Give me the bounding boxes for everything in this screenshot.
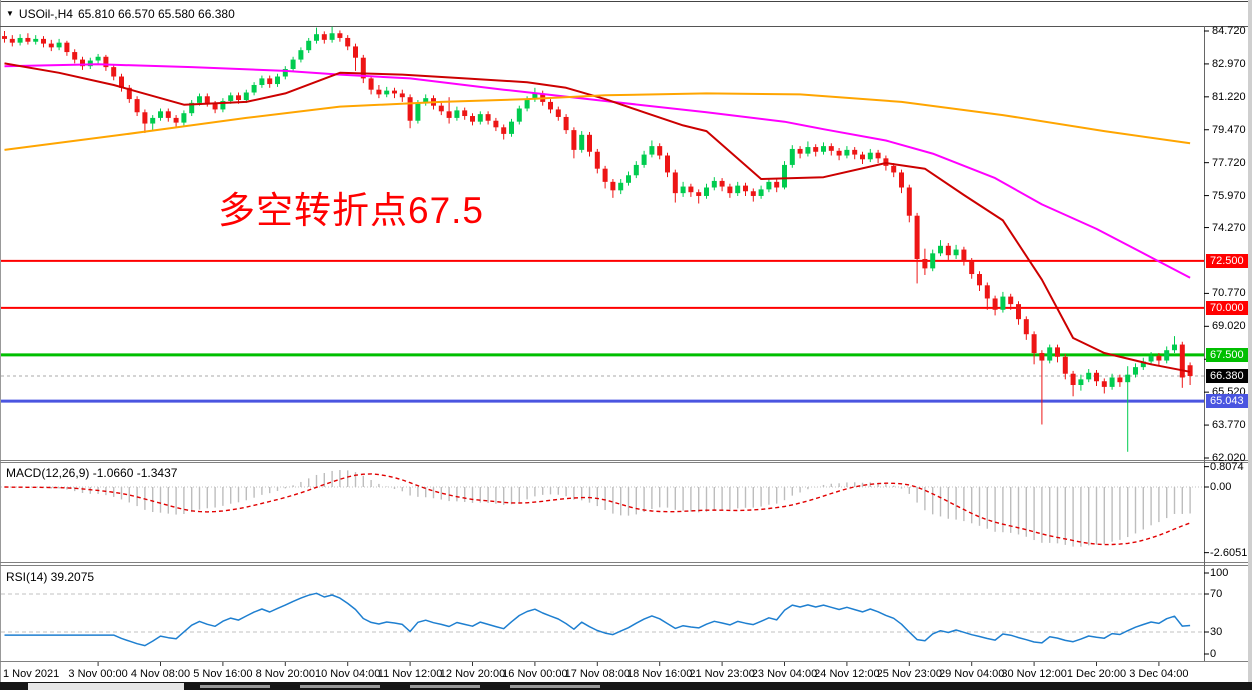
level-badge-72.500: 72.500 bbox=[1206, 253, 1252, 268]
level-badge-67.500: 67.500 bbox=[1206, 347, 1252, 362]
chart-tabs-bar[interactable] bbox=[0, 682, 1252, 690]
chart-tab[interactable] bbox=[300, 685, 380, 688]
chart-header: ▼ USOil-,H4 65.810 66.570 65.580 66.380 bbox=[6, 7, 235, 21]
macd-histogram bbox=[11, 470, 1191, 547]
window-right-edge bbox=[1248, 0, 1252, 690]
price-tick-label: 81.220 bbox=[1212, 90, 1246, 103]
time-label: 24 Nov 12:00 bbox=[814, 668, 880, 680]
rsi-tick-label: 70 bbox=[1210, 588, 1223, 600]
time-label: 11 Nov 12:00 bbox=[377, 668, 443, 680]
active-chart-tab[interactable] bbox=[28, 683, 184, 690]
time-label: 10 Nov 04:00 bbox=[314, 668, 381, 680]
price-tick-label: 79.470 bbox=[1212, 123, 1246, 136]
time-label-first: 1 Nov 2021 bbox=[3, 668, 60, 680]
level-badge-65.043: 65.043 bbox=[1206, 394, 1252, 409]
level-badge-70.000: 70.000 bbox=[1206, 300, 1252, 315]
ohlc-values: 65.810 66.570 65.580 66.380 bbox=[77, 7, 235, 21]
time-label: 23 Nov 04:00 bbox=[751, 668, 818, 680]
macd-tick-label: -2.6051 bbox=[1210, 546, 1248, 559]
time-label: 17 Nov 08:00 bbox=[564, 668, 631, 680]
symbol-dropdown-arrow[interactable]: ▼ bbox=[6, 9, 14, 18]
time-label: 18 Nov 16:00 bbox=[626, 668, 693, 680]
price-tick-label: 70.770 bbox=[1212, 287, 1246, 300]
price-tick-label: 75.970 bbox=[1212, 189, 1246, 202]
time-label: 25 Nov 23:00 bbox=[876, 668, 943, 680]
macd-tick-label: 0.8074 bbox=[1210, 460, 1244, 473]
time-label: 1 Dec 20:00 bbox=[1066, 668, 1127, 680]
rsi-line bbox=[4, 592, 1191, 647]
time-label: 4 Nov 08:00 bbox=[130, 668, 191, 680]
price-tick-label: 84.720 bbox=[1212, 25, 1246, 37]
macd-tick-label: 0.00 bbox=[1210, 481, 1232, 493]
current-price-badge: 66.380 bbox=[1206, 368, 1252, 383]
symbol-title: USOil-,H4 bbox=[18, 7, 73, 21]
chart-tab[interactable] bbox=[200, 685, 270, 688]
price-tick-label: 69.020 bbox=[1212, 320, 1246, 333]
macd-indicator-label: MACD(12,26,9) -1.0660 -1.3437 bbox=[6, 466, 178, 480]
price-tick-label: 77.720 bbox=[1212, 156, 1246, 169]
rsi-indicator-label: RSI(14) 39.2075 bbox=[6, 570, 95, 584]
chart-tab[interactable] bbox=[410, 685, 480, 688]
rsi-tick-label: 30 bbox=[1210, 626, 1223, 638]
time-label: 5 Nov 16:00 bbox=[193, 668, 253, 680]
ma-red bbox=[4, 62, 1191, 373]
price-tick-label: 74.270 bbox=[1212, 221, 1246, 234]
rsi-tick-label: 100 bbox=[1210, 567, 1229, 579]
price-tick-label: 63.770 bbox=[1212, 419, 1246, 432]
time-label: 3 Dec 04:00 bbox=[1129, 668, 1189, 680]
time-label: 21 Nov 23:00 bbox=[689, 668, 755, 680]
annotation-text: 多空转折点67.5 bbox=[218, 190, 485, 231]
ma-magenta bbox=[4, 63, 1191, 279]
time-label: 12 Nov 20:00 bbox=[439, 668, 506, 680]
rsi-tick-label: 0 bbox=[1210, 648, 1217, 660]
time-label: 30 Nov 12:00 bbox=[1001, 668, 1067, 680]
time-label: 29 Nov 04:00 bbox=[938, 668, 1005, 680]
time-label: 8 Nov 20:00 bbox=[255, 668, 315, 680]
time-label: 16 Nov 00:00 bbox=[502, 668, 568, 680]
macd-signal-line bbox=[4, 473, 1191, 546]
price-tick-label: 82.970 bbox=[1212, 57, 1246, 70]
ma-orange bbox=[4, 92, 1191, 151]
time-label: 3 Nov 00:00 bbox=[68, 668, 128, 680]
price-tick-label: 62.020 bbox=[1212, 451, 1246, 464]
candles-series bbox=[2, 26, 1193, 452]
chart-tab[interactable] bbox=[510, 685, 600, 688]
